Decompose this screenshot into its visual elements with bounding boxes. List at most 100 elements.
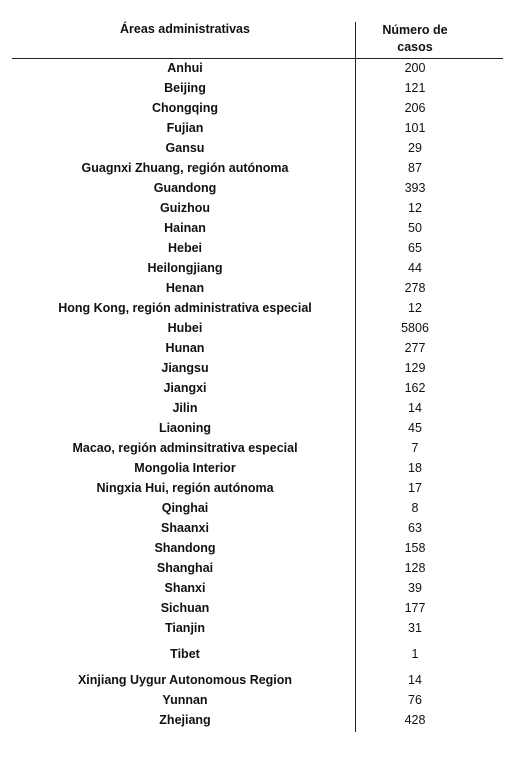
- region-cell: Shaanxi: [161, 521, 209, 535]
- region-cell: Gansu: [165, 141, 205, 155]
- table-row: Beijing 121: [0, 78, 530, 98]
- table-row: Tianjin 31: [0, 618, 530, 638]
- header-region: Áreas administrativas: [120, 22, 250, 36]
- cases-cell: 128: [404, 561, 426, 575]
- region-cell: Hainan: [164, 221, 206, 235]
- cases-cell: 14: [408, 673, 422, 687]
- cases-cell: 162: [404, 381, 426, 395]
- cases-cell: 278: [404, 281, 426, 295]
- table-row: Hong Kong, región administrativa especia…: [0, 298, 530, 318]
- header-divider: [12, 58, 503, 59]
- region-cell: Jiangsu: [161, 361, 209, 375]
- region-cell: Yunnan: [162, 693, 208, 707]
- table-row: Xinjiang Uygur Autonomous Region 14: [0, 670, 530, 690]
- cases-cell: 200: [404, 61, 426, 75]
- region-cell: Tianjin: [164, 621, 206, 635]
- region-cell: Shanghai: [156, 561, 214, 575]
- cases-cell: 206: [404, 101, 426, 115]
- cases-cell: 12: [408, 201, 422, 215]
- region-cell: Chongqing: [152, 101, 218, 115]
- table-row: Shanxi 39: [0, 578, 530, 598]
- table-row: Shaanxi 63: [0, 518, 530, 538]
- region-cell: Hebei: [167, 241, 203, 255]
- region-cell: Guandong: [153, 181, 217, 195]
- region-cell: Zhejiang: [159, 713, 211, 727]
- header-cases-line1: Número de: [382, 23, 448, 37]
- table-row: Guagnxi Zhuang, región autónoma 87: [0, 158, 530, 178]
- region-cell: Fujian: [166, 121, 204, 135]
- table-row: Tibet 1: [0, 644, 530, 664]
- region-cell: Hubei: [167, 321, 203, 335]
- table-row: Yunnan 76: [0, 690, 530, 710]
- cases-cell: 5806: [401, 321, 429, 335]
- header-cases-line2: casos: [397, 40, 433, 54]
- table-row: Henan 278: [0, 278, 530, 298]
- cases-cell: 14: [408, 401, 422, 415]
- table-row: Hebei 65: [0, 238, 530, 258]
- region-cell: Macao, región adminsitrativa especial: [72, 441, 298, 455]
- region-cell: Sichuan: [160, 601, 210, 615]
- cases-cell: 393: [404, 181, 426, 195]
- region-cell: Tibet: [170, 647, 200, 661]
- cases-cell: 31: [408, 621, 422, 635]
- region-cell: Jilin: [172, 401, 198, 415]
- cases-cell: 17: [408, 481, 422, 495]
- region-cell: Anhui: [167, 61, 203, 75]
- region-cell: Ningxia Hui, región autónoma: [96, 481, 274, 495]
- region-cell: Heilongjiang: [147, 261, 223, 275]
- cases-cell: 129: [404, 361, 426, 375]
- cases-cell: 1: [411, 647, 419, 661]
- table-row: Hainan 50: [0, 218, 530, 238]
- region-cell: Guagnxi Zhuang, región autónoma: [81, 161, 289, 175]
- table-row: Fujian 101: [0, 118, 530, 138]
- table-row: Hunan 277: [0, 338, 530, 358]
- region-cell: Xinjiang Uygur Autonomous Region: [77, 673, 293, 687]
- region-cell: Liaoning: [158, 421, 212, 435]
- cases-cell: 8: [411, 501, 419, 515]
- table-row: Guizhou 12: [0, 198, 530, 218]
- table-row: Sichuan 177: [0, 598, 530, 618]
- region-cell: Jiangxi: [163, 381, 207, 395]
- cases-cell: 7: [411, 441, 419, 455]
- table-row: Chongqing 206: [0, 98, 530, 118]
- cases-cell: 76: [408, 693, 422, 707]
- region-cell: Shandong: [154, 541, 216, 555]
- table-row: Ningxia Hui, región autónoma 17: [0, 478, 530, 498]
- table-row: Liaoning 45: [0, 418, 530, 438]
- table-row: Shanghai 128: [0, 558, 530, 578]
- table-row: Jilin 14: [0, 398, 530, 418]
- table-row: Shandong 158: [0, 538, 530, 558]
- table-row: Mongolia Interior 18: [0, 458, 530, 478]
- cases-cell: 12: [408, 301, 422, 315]
- cases-cell: 29: [408, 141, 422, 155]
- table-row: Hubei 5806: [0, 318, 530, 338]
- table-row: Jiangxi 162: [0, 378, 530, 398]
- table-row: Guandong 393: [0, 178, 530, 198]
- region-cell: Beijing: [164, 81, 206, 95]
- table-row: Anhui 200: [0, 58, 530, 78]
- region-cell: Henan: [165, 281, 205, 295]
- region-cell: Shanxi: [164, 581, 206, 595]
- region-cell: Qinghai: [161, 501, 209, 515]
- cases-cell: 44: [408, 261, 422, 275]
- region-cell: Mongolia Interior: [134, 461, 236, 475]
- cases-cell: 158: [404, 541, 426, 555]
- region-cell: Hunan: [165, 341, 205, 355]
- cases-cell: 18: [408, 461, 422, 475]
- table-row: Qinghai 8: [0, 498, 530, 518]
- table-row: Macao, región adminsitrativa especial 7: [0, 438, 530, 458]
- region-cell: Hong Kong, región administrativa especia…: [58, 301, 312, 315]
- cases-cell: 121: [404, 81, 426, 95]
- region-cell: Guizhou: [160, 201, 210, 215]
- cases-cell: 39: [408, 581, 422, 595]
- header-cases: Número de casos: [360, 22, 470, 56]
- table-row: Gansu 29: [0, 138, 530, 158]
- cases-cell: 45: [408, 421, 422, 435]
- cases-cell: 428: [404, 713, 426, 727]
- table-row: Heilongjiang 44: [0, 258, 530, 278]
- table-row: Zhejiang 428: [0, 710, 530, 730]
- cases-cell: 101: [404, 121, 426, 135]
- cases-cell: 65: [408, 241, 422, 255]
- table-row: Jiangsu 129: [0, 358, 530, 378]
